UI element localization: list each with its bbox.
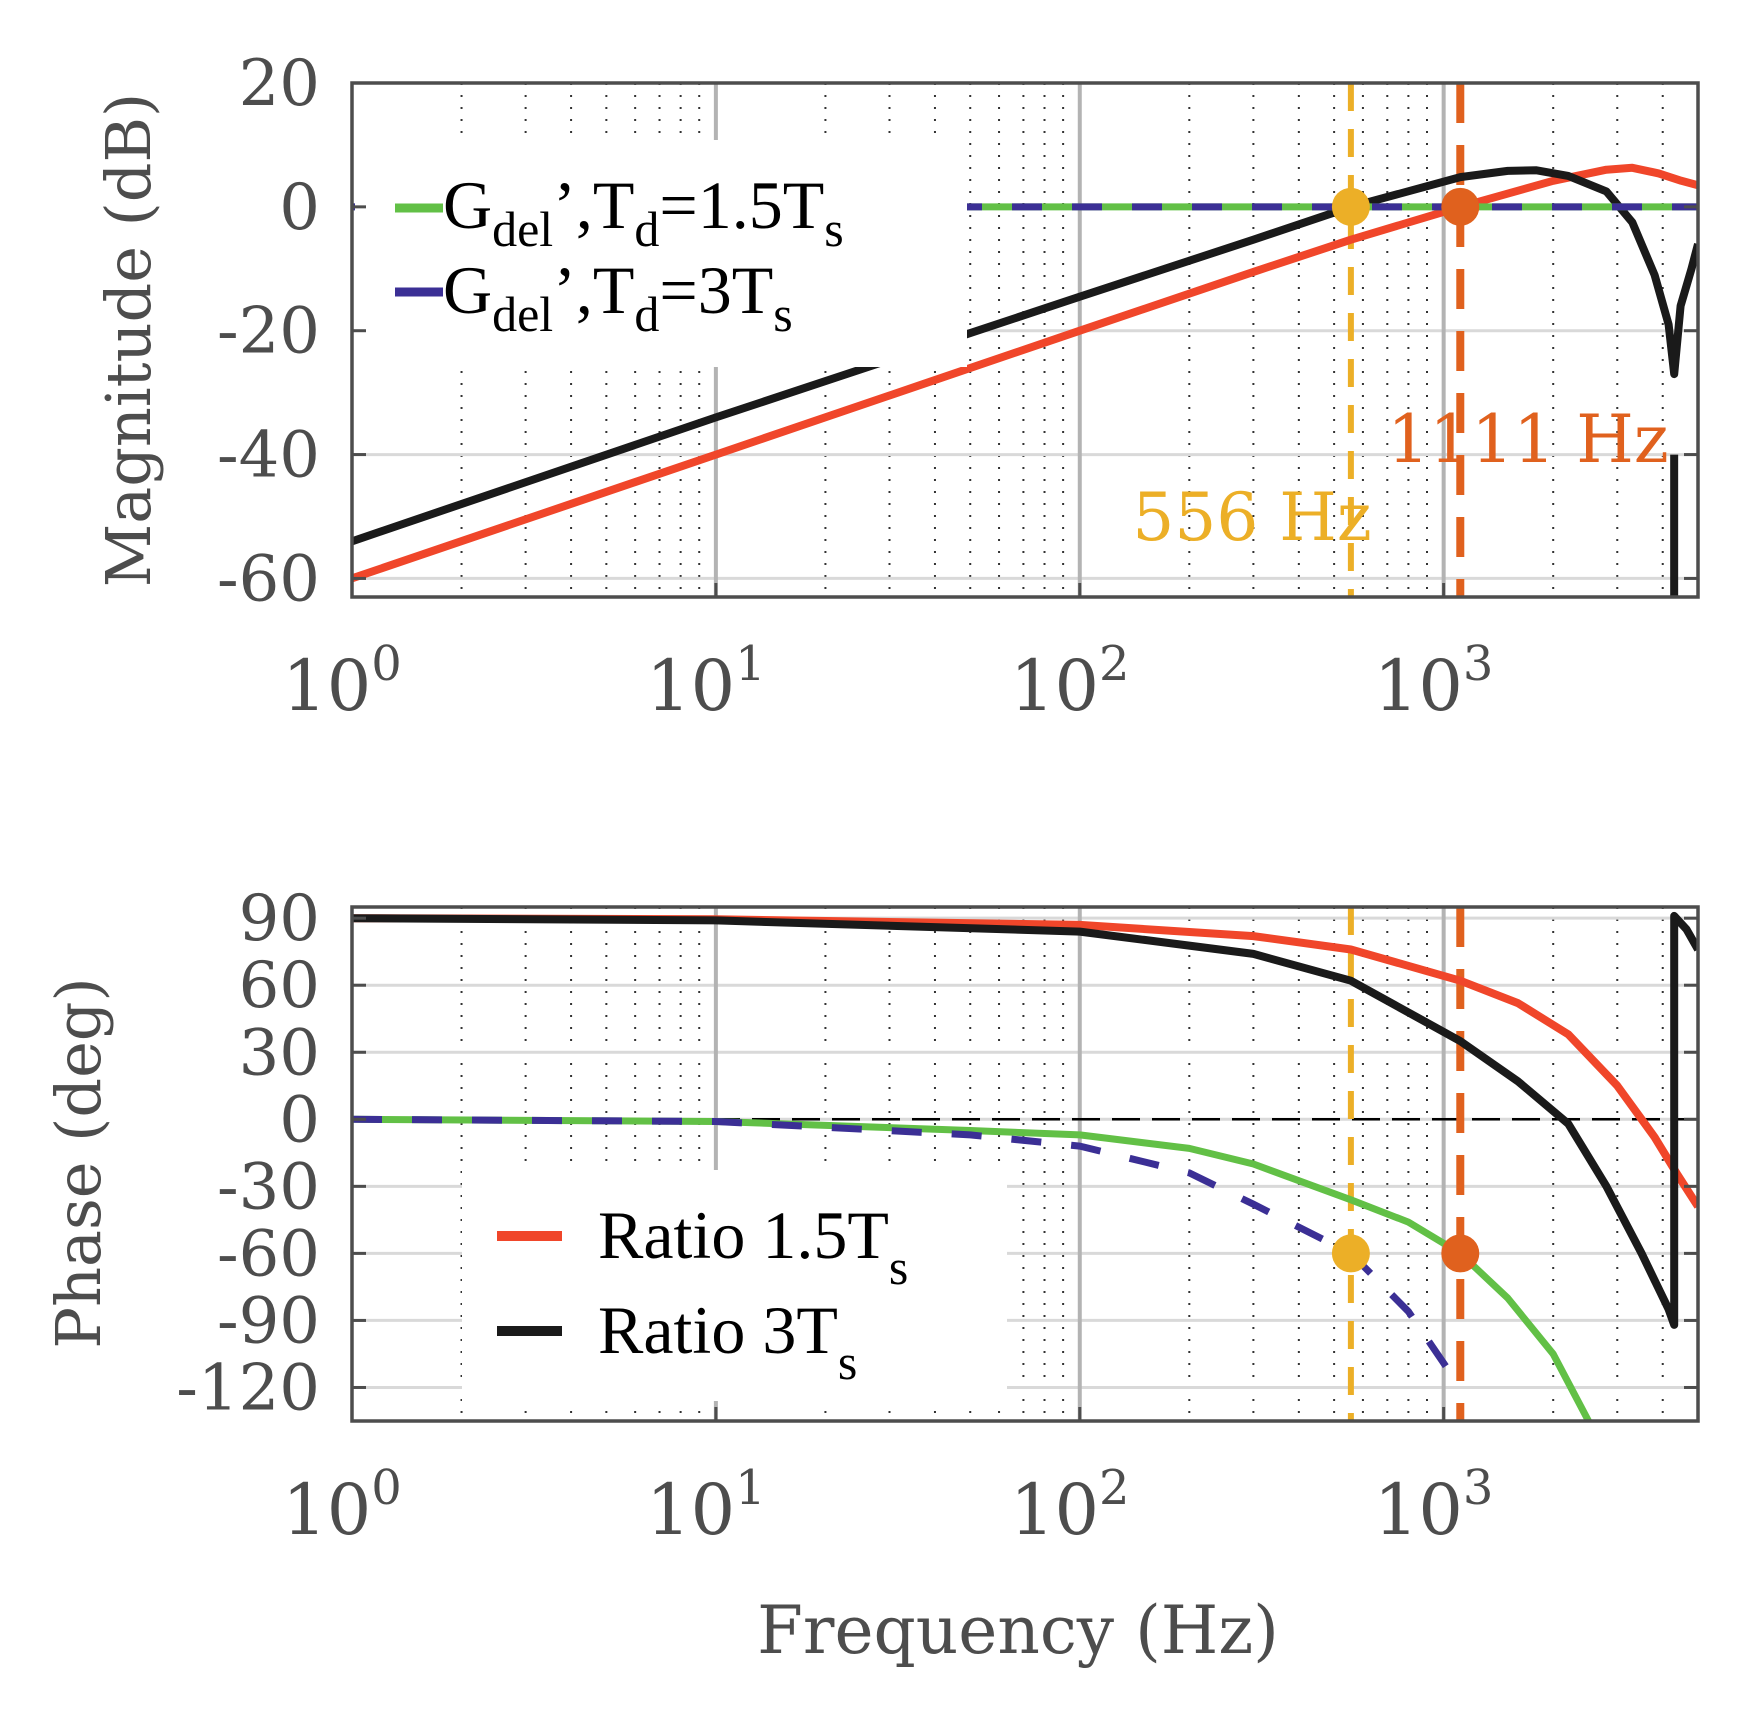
- phase-panel: Ratio 1.5Ts Ratio 3Ts 9060300-30-60-90-1…: [42, 882, 1700, 1669]
- y-tick-label: 30: [239, 1016, 320, 1090]
- series-ratio-1-5ts: [352, 914, 1698, 1209]
- y-tick-label: 60: [239, 949, 320, 1023]
- y-tick-label: -120: [176, 1351, 320, 1425]
- magnitude-y-axis-label: Magnitude (dB): [92, 93, 165, 587]
- x-tick-label: 100: [282, 636, 402, 727]
- marker-dot-556: [1331, 187, 1370, 226]
- series-ratio-1-5ts: [352, 163, 1698, 583]
- magnitude-marker-lines: [1347, 83, 1465, 597]
- y-tick-label: 20: [239, 47, 320, 121]
- phase-y-axis-label: Phase (deg): [42, 977, 115, 1348]
- y-tick-label: -20: [217, 295, 320, 369]
- legend-label-gdel-3: Gdel’,Td=3Ts: [443, 252, 793, 342]
- annotation-556-hz: 556 Hz: [1132, 479, 1371, 556]
- phase-marker-lines: [1347, 907, 1465, 1421]
- magnitude-axis-ticks: 20 0 -20 -40 -60 100 101 102 103: [217, 47, 1698, 727]
- legend-label-ratio-3: Ratio 3Ts: [598, 1292, 857, 1390]
- x-tick-label: 103: [1374, 1460, 1494, 1551]
- x-tick-label: 102: [1010, 1460, 1130, 1551]
- series-gdel-td-3ts: [352, 1115, 1464, 1390]
- y-tick-label: 0: [279, 171, 320, 245]
- annotation-1111-hz: 1111 Hz: [1387, 401, 1668, 478]
- marker-dot-1111: [1441, 187, 1480, 226]
- y-tick-label: -40: [217, 419, 320, 493]
- magnitude-legend-box: [355, 140, 967, 367]
- legend-label-ratio-1-5: Ratio 1.5Ts: [598, 1197, 908, 1295]
- y-tick-label: 90: [239, 882, 320, 956]
- y-tick-label: -90: [217, 1284, 320, 1358]
- x-tick-label: 100: [282, 1460, 402, 1551]
- x-tick-label: 103: [1374, 636, 1494, 727]
- series-ratio-3ts: [352, 911, 1698, 1329]
- x-tick-label: 101: [646, 636, 766, 727]
- magnitude-legend: Gdel’,Td=1.5Ts Gdel’,Td=3Ts: [355, 140, 967, 367]
- phase-legend-box: [462, 1170, 1007, 1401]
- series-gdel-td-1-5ts: [352, 1115, 1592, 1421]
- y-tick-label: -60: [217, 542, 320, 616]
- phase-x-axis-label: Frequency (Hz): [757, 1592, 1279, 1669]
- x-tick-label: 101: [646, 1460, 766, 1551]
- series-ratio-3ts: [352, 166, 1698, 546]
- y-tick-label: 0: [279, 1083, 320, 1157]
- x-tick-label: 102: [1010, 636, 1130, 727]
- marker-dot-1111: [1441, 1234, 1480, 1273]
- phase-series: [352, 911, 1698, 1421]
- phase-legend: Ratio 1.5Ts Ratio 3Ts: [462, 1170, 1007, 1401]
- magnitude-axes-box: [350, 81, 1700, 599]
- legend-label-gdel-1-5: Gdel’,Td=1.5Ts: [443, 167, 844, 257]
- y-tick-label: -60: [217, 1217, 320, 1291]
- phase-axes-box: [350, 905, 1700, 1423]
- marker-dot-556: [1331, 1234, 1370, 1273]
- y-tick-label: -30: [217, 1150, 320, 1224]
- magnitude-panel: Gdel’,Td=1.5Ts Gdel’,Td=3Ts 556 Hz 1111 …: [92, 47, 1700, 727]
